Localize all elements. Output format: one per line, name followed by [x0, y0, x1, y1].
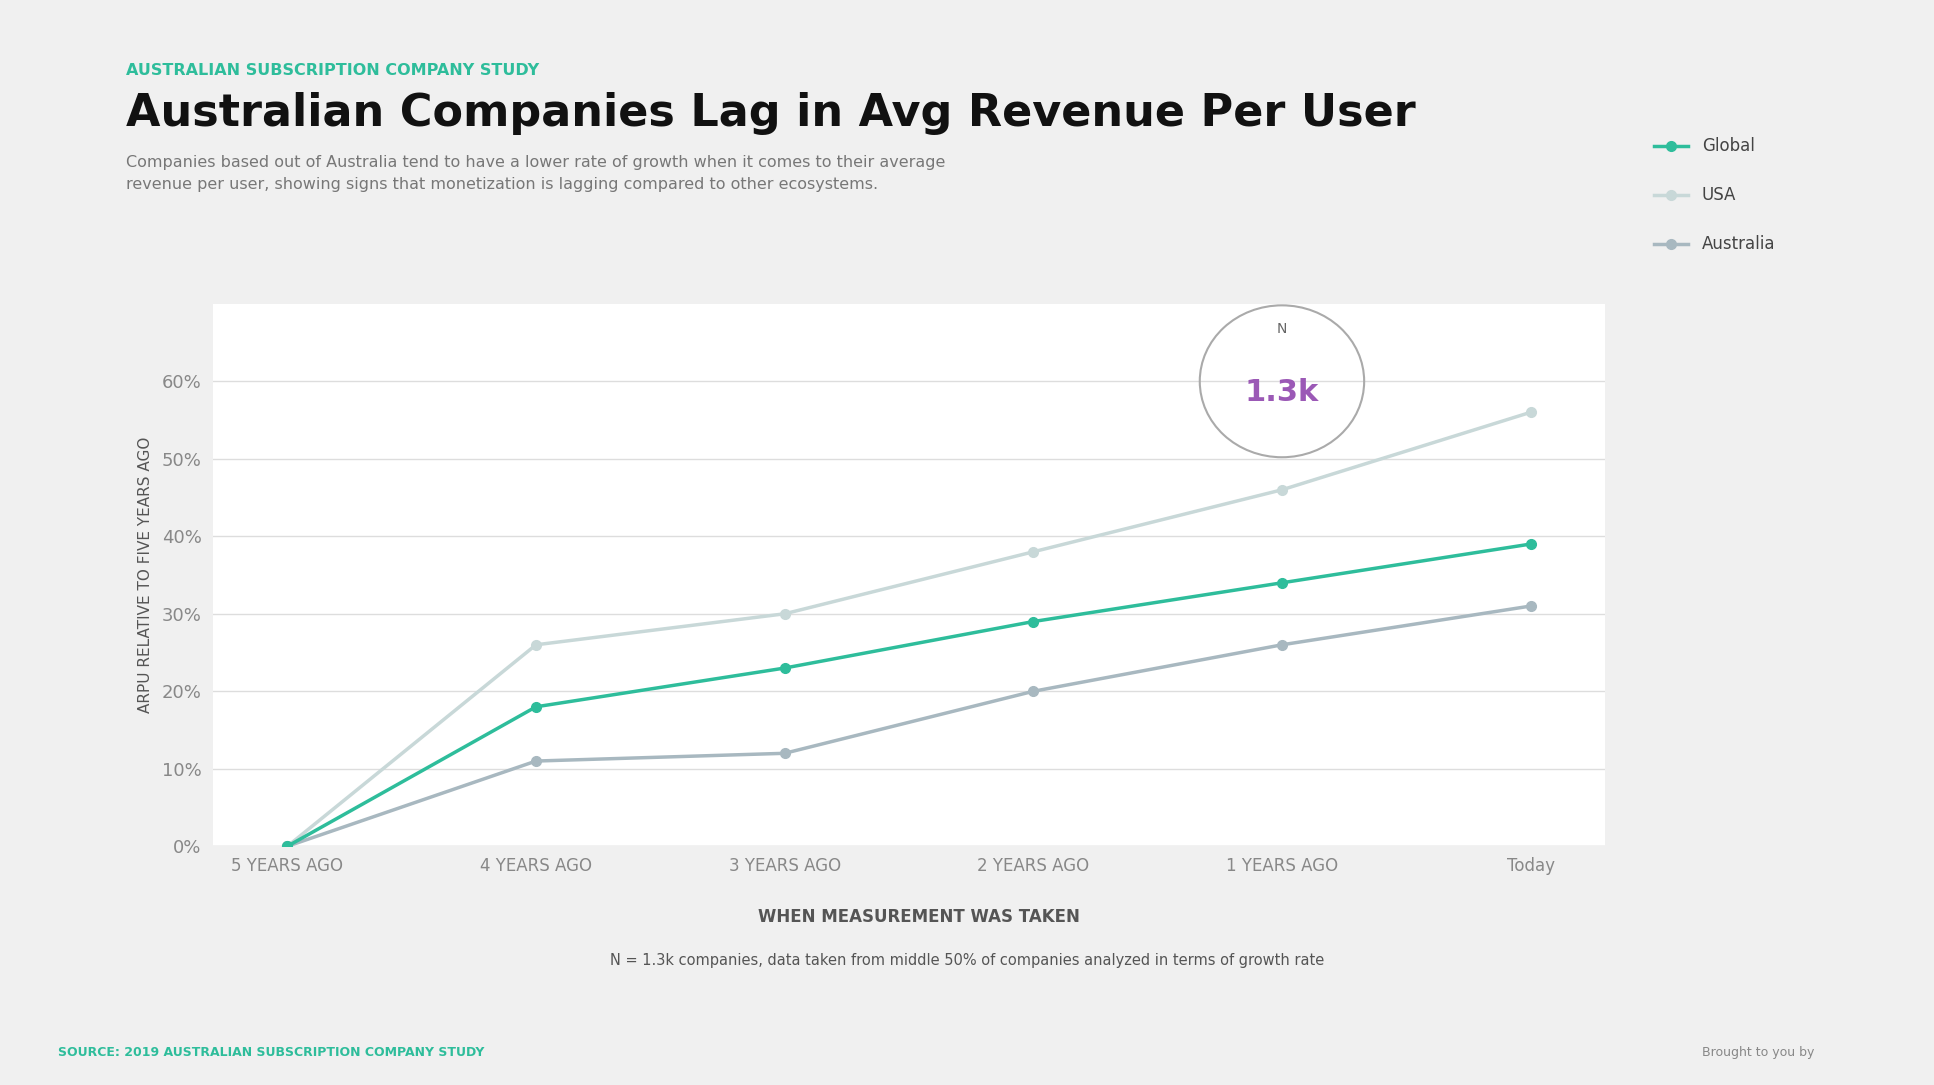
Text: N = 1.3k companies, data taken from middle 50% of companies analyzed in terms of: N = 1.3k companies, data taken from midd… — [609, 953, 1325, 968]
Text: Australian Companies Lag in Avg Revenue Per User: Australian Companies Lag in Avg Revenue … — [126, 92, 1416, 136]
Text: WHEN MEASUREMENT WAS TAKEN: WHEN MEASUREMENT WAS TAKEN — [758, 908, 1079, 926]
Y-axis label: ARPU RELATIVE TO FIVE YEARS AGO: ARPU RELATIVE TO FIVE YEARS AGO — [137, 437, 153, 713]
Text: Australia: Australia — [1702, 235, 1775, 253]
Text: SOURCE: 2019 AUSTRALIAN SUBSCRIPTION COMPANY STUDY: SOURCE: 2019 AUSTRALIAN SUBSCRIPTION COM… — [58, 1046, 484, 1059]
Text: Companies based out of Australia tend to have a lower rate of growth when it com: Companies based out of Australia tend to… — [126, 155, 946, 192]
Text: AUSTRALIAN SUBSCRIPTION COMPANY STUDY: AUSTRALIAN SUBSCRIPTION COMPANY STUDY — [126, 63, 540, 78]
Text: Brought to you by: Brought to you by — [1702, 1046, 1814, 1059]
Text: Global: Global — [1702, 138, 1754, 155]
Text: USA: USA — [1702, 187, 1737, 204]
Text: 1.3k: 1.3k — [1245, 378, 1319, 407]
Text: N: N — [1276, 322, 1288, 336]
